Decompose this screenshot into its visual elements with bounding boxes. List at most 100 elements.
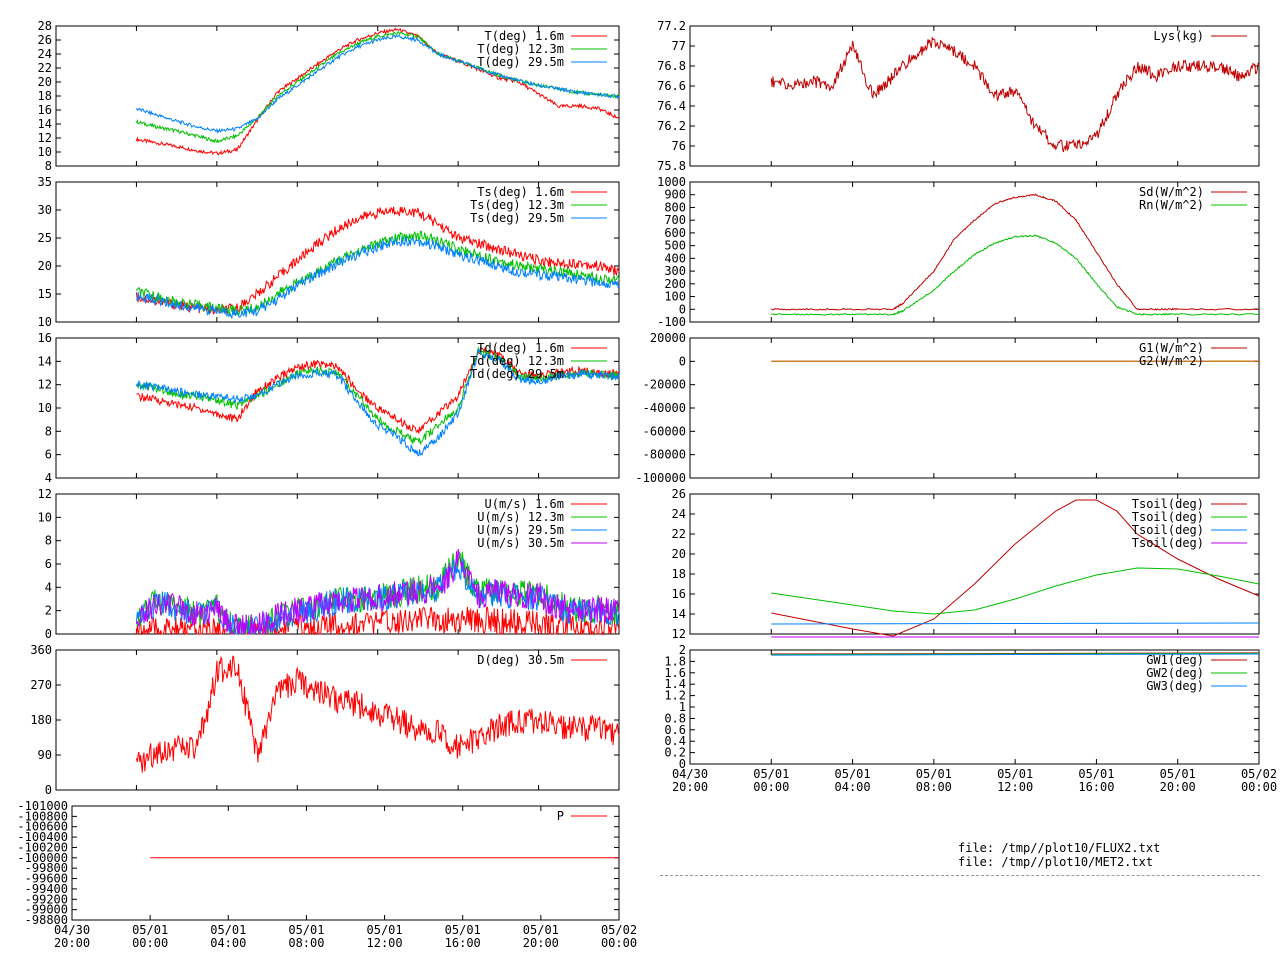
y-tick-label: 77: [672, 39, 686, 53]
x-tick-label: 05/02: [1241, 767, 1277, 781]
y-tick-label: -100400: [17, 830, 68, 844]
y-tick-label: 30: [38, 203, 52, 217]
plot-frame: [689, 181, 1260, 323]
series-line-tsoil-2: [771, 567, 1260, 615]
y-tick-label: 26: [672, 487, 686, 501]
y-tick-label: 0: [679, 302, 686, 316]
y-tick-label: -99600: [25, 872, 68, 886]
y-tick-label: 26: [38, 33, 52, 47]
series-line-lys-1: [770, 36, 1260, 153]
y-tick-label: 1.4: [664, 677, 686, 691]
legend-label: U(m/s) 12.3m: [477, 510, 564, 524]
x-tick-label: 05/01: [1078, 767, 1114, 781]
y-tick-label: 10: [38, 401, 52, 415]
x-tick-label: 05/02: [601, 923, 637, 937]
legend-label: GW1(deg): [1146, 653, 1204, 667]
series-line-t-3: [135, 34, 620, 134]
y-tick-label: -100200: [17, 840, 68, 854]
y-tick-label: 22: [38, 61, 52, 75]
y-tick-label: 600: [664, 226, 686, 240]
y-tick-label: 180: [30, 713, 52, 727]
y-tick-label: 400: [664, 251, 686, 265]
y-tick-label: 8: [45, 424, 52, 438]
y-tick-label: 25: [38, 231, 52, 245]
legend-label: G2(W/m^2): [1139, 354, 1204, 368]
y-tick-label: 100: [664, 290, 686, 304]
series-line-tsoil-1: [771, 499, 1260, 637]
x-tick-label: 05/01: [997, 767, 1033, 781]
x-tick-label: 00:00: [132, 936, 168, 950]
y-tick-label: -99400: [25, 882, 68, 896]
y-tick-label: 20: [38, 75, 52, 89]
y-tick-label: -101000: [17, 799, 68, 813]
y-tick-label: 300: [664, 264, 686, 278]
x-tick-label: 05/01: [210, 923, 246, 937]
y-tick-label: 12: [38, 378, 52, 392]
file-note-flux: file: /tmp//plot10/FLUX2.txt: [958, 841, 1161, 855]
y-tick-label: 12: [38, 487, 52, 501]
x-tick-label: 05/01: [835, 767, 871, 781]
y-tick-label: 28: [38, 19, 52, 33]
y-tick-label: 24: [38, 47, 52, 61]
legend-label: GW2(deg): [1146, 666, 1204, 680]
legend-label: U(m/s) 1.6m: [485, 497, 564, 511]
y-tick-label: 14: [38, 117, 52, 131]
x-tick-label: 05/01: [288, 923, 324, 937]
y-tick-label: 20000: [650, 331, 686, 345]
y-tick-label: -99000: [25, 903, 68, 917]
x-tick-label: 05/01: [1160, 767, 1196, 781]
series-line-gw-3: [771, 653, 1260, 656]
y-tick-label: -100: [657, 315, 686, 329]
y-tick-label: 2: [45, 604, 52, 618]
x-tick-label: 05/01: [367, 923, 403, 937]
legend-label: P: [557, 809, 564, 823]
series-line-u-4: [135, 548, 620, 635]
y-tick-label: 1.2: [664, 689, 686, 703]
x-tick-label: 05/01: [916, 767, 952, 781]
y-tick-label: 16: [38, 103, 52, 117]
series-line-gw-1: [771, 652, 1260, 655]
y-tick-label: 76.4: [657, 99, 686, 113]
plot-frame: [55, 337, 620, 479]
legend-label: Td(deg) 1.6m: [477, 341, 564, 355]
legend-label: Ts(deg) 1.6m: [477, 185, 564, 199]
y-tick-label: -40000: [643, 401, 686, 415]
series-line-sd-1: [771, 193, 1260, 311]
y-tick-label: 1: [679, 700, 686, 714]
x-tick-label: 20:00: [523, 936, 559, 950]
x-tick-label: 04:00: [835, 780, 871, 794]
y-tick-label: 18: [672, 567, 686, 581]
plot-frame: [689, 493, 1260, 635]
y-tick-label: 20: [672, 547, 686, 561]
x-tick-label: 20:00: [672, 780, 708, 794]
y-tick-label: 0.4: [664, 734, 686, 748]
y-tick-label: 2: [679, 643, 686, 657]
legend-label: GW3(deg): [1146, 679, 1204, 693]
x-tick-label: 16:00: [445, 936, 481, 950]
y-tick-label: 76.2: [657, 119, 686, 133]
y-tick-label: -80000: [643, 448, 686, 462]
series-line-u-1: [135, 606, 620, 636]
series-line-u-2: [135, 551, 620, 636]
dashed-separator: [660, 875, 1260, 876]
legend-label: T(deg) 12.3m: [477, 42, 564, 56]
series-line-u-3: [135, 558, 620, 635]
y-tick-label: 15: [38, 287, 52, 301]
x-tick-label: 04/30: [672, 767, 708, 781]
x-tick-label: 20:00: [54, 936, 90, 950]
series-line-t-2: [135, 31, 620, 144]
x-tick-label: 20:00: [1160, 780, 1196, 794]
y-tick-label: 900: [664, 188, 686, 202]
y-tick-label: 76: [672, 139, 686, 153]
y-tick-label: 6: [45, 557, 52, 571]
legend-label: Tsoil(deg): [1132, 523, 1204, 537]
panel-g: -100000 -80000 -60000 -40000 -20000 0 20000 G1(…: [635, 331, 1260, 485]
x-tick-label: 05/01: [445, 923, 481, 937]
y-tick-label: 12: [672, 627, 686, 641]
series-line-td-2: [135, 346, 620, 445]
y-tick-label: 360: [30, 643, 52, 657]
y-tick-label: 500: [664, 239, 686, 253]
series-line-tsoil-3: [771, 622, 1260, 625]
y-tick-label: 18: [38, 89, 52, 103]
